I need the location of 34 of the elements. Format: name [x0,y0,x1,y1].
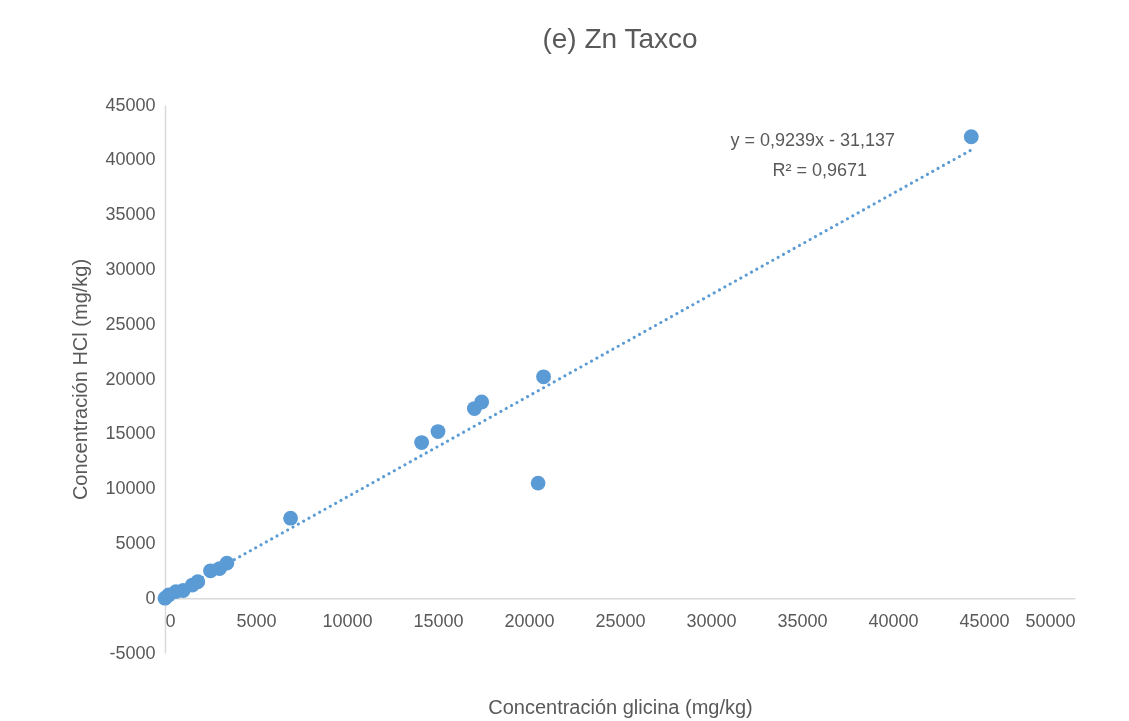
y-tick-label: -5000 [109,642,156,663]
x-tick-label: 40000 [868,610,919,631]
point [430,424,446,440]
chart-title: (e) Zn Taxco [542,23,698,54]
y-tick-label: 45000 [105,94,156,115]
x-tick-label: 20000 [504,610,555,631]
annotation: y = 0,9239x - 31,137 [730,130,895,150]
x-tick-label: 25000 [595,610,646,631]
x-tick-label: 5000 [236,610,277,631]
point [283,510,298,526]
x-tick-label: 10000 [322,610,373,631]
annotation: R² = 0,9671 [772,160,867,180]
y-tick-label: 30000 [105,258,156,279]
y-tick-label: 25000 [105,313,156,334]
y-axis-title: Concentración HCl (mg/kg) [69,258,92,501]
point [536,369,551,385]
y-tick-label: 35000 [105,204,156,225]
x-tick-label: 0 [165,610,176,631]
x-tick-label: 45000 [959,610,1010,631]
x-tick-label: 15000 [413,610,464,631]
point [474,394,490,410]
x-axis-title: Concentración glicina (mg/kg) [488,695,753,718]
y-tick-label: 15000 [105,423,156,444]
x-tick-label: 50000 [1025,610,1076,631]
x-tick-label: 30000 [686,610,737,631]
point [963,129,979,145]
y-tick-label: 10000 [105,478,156,499]
point [530,475,546,491]
x-tick-label: 35000 [777,610,828,631]
y-tick-label: 20000 [105,368,156,389]
y-tick-label: 40000 [105,149,156,170]
y-tick-label: 5000 [115,532,156,553]
point [414,435,430,450]
y-tick-label: 0 [145,587,156,608]
